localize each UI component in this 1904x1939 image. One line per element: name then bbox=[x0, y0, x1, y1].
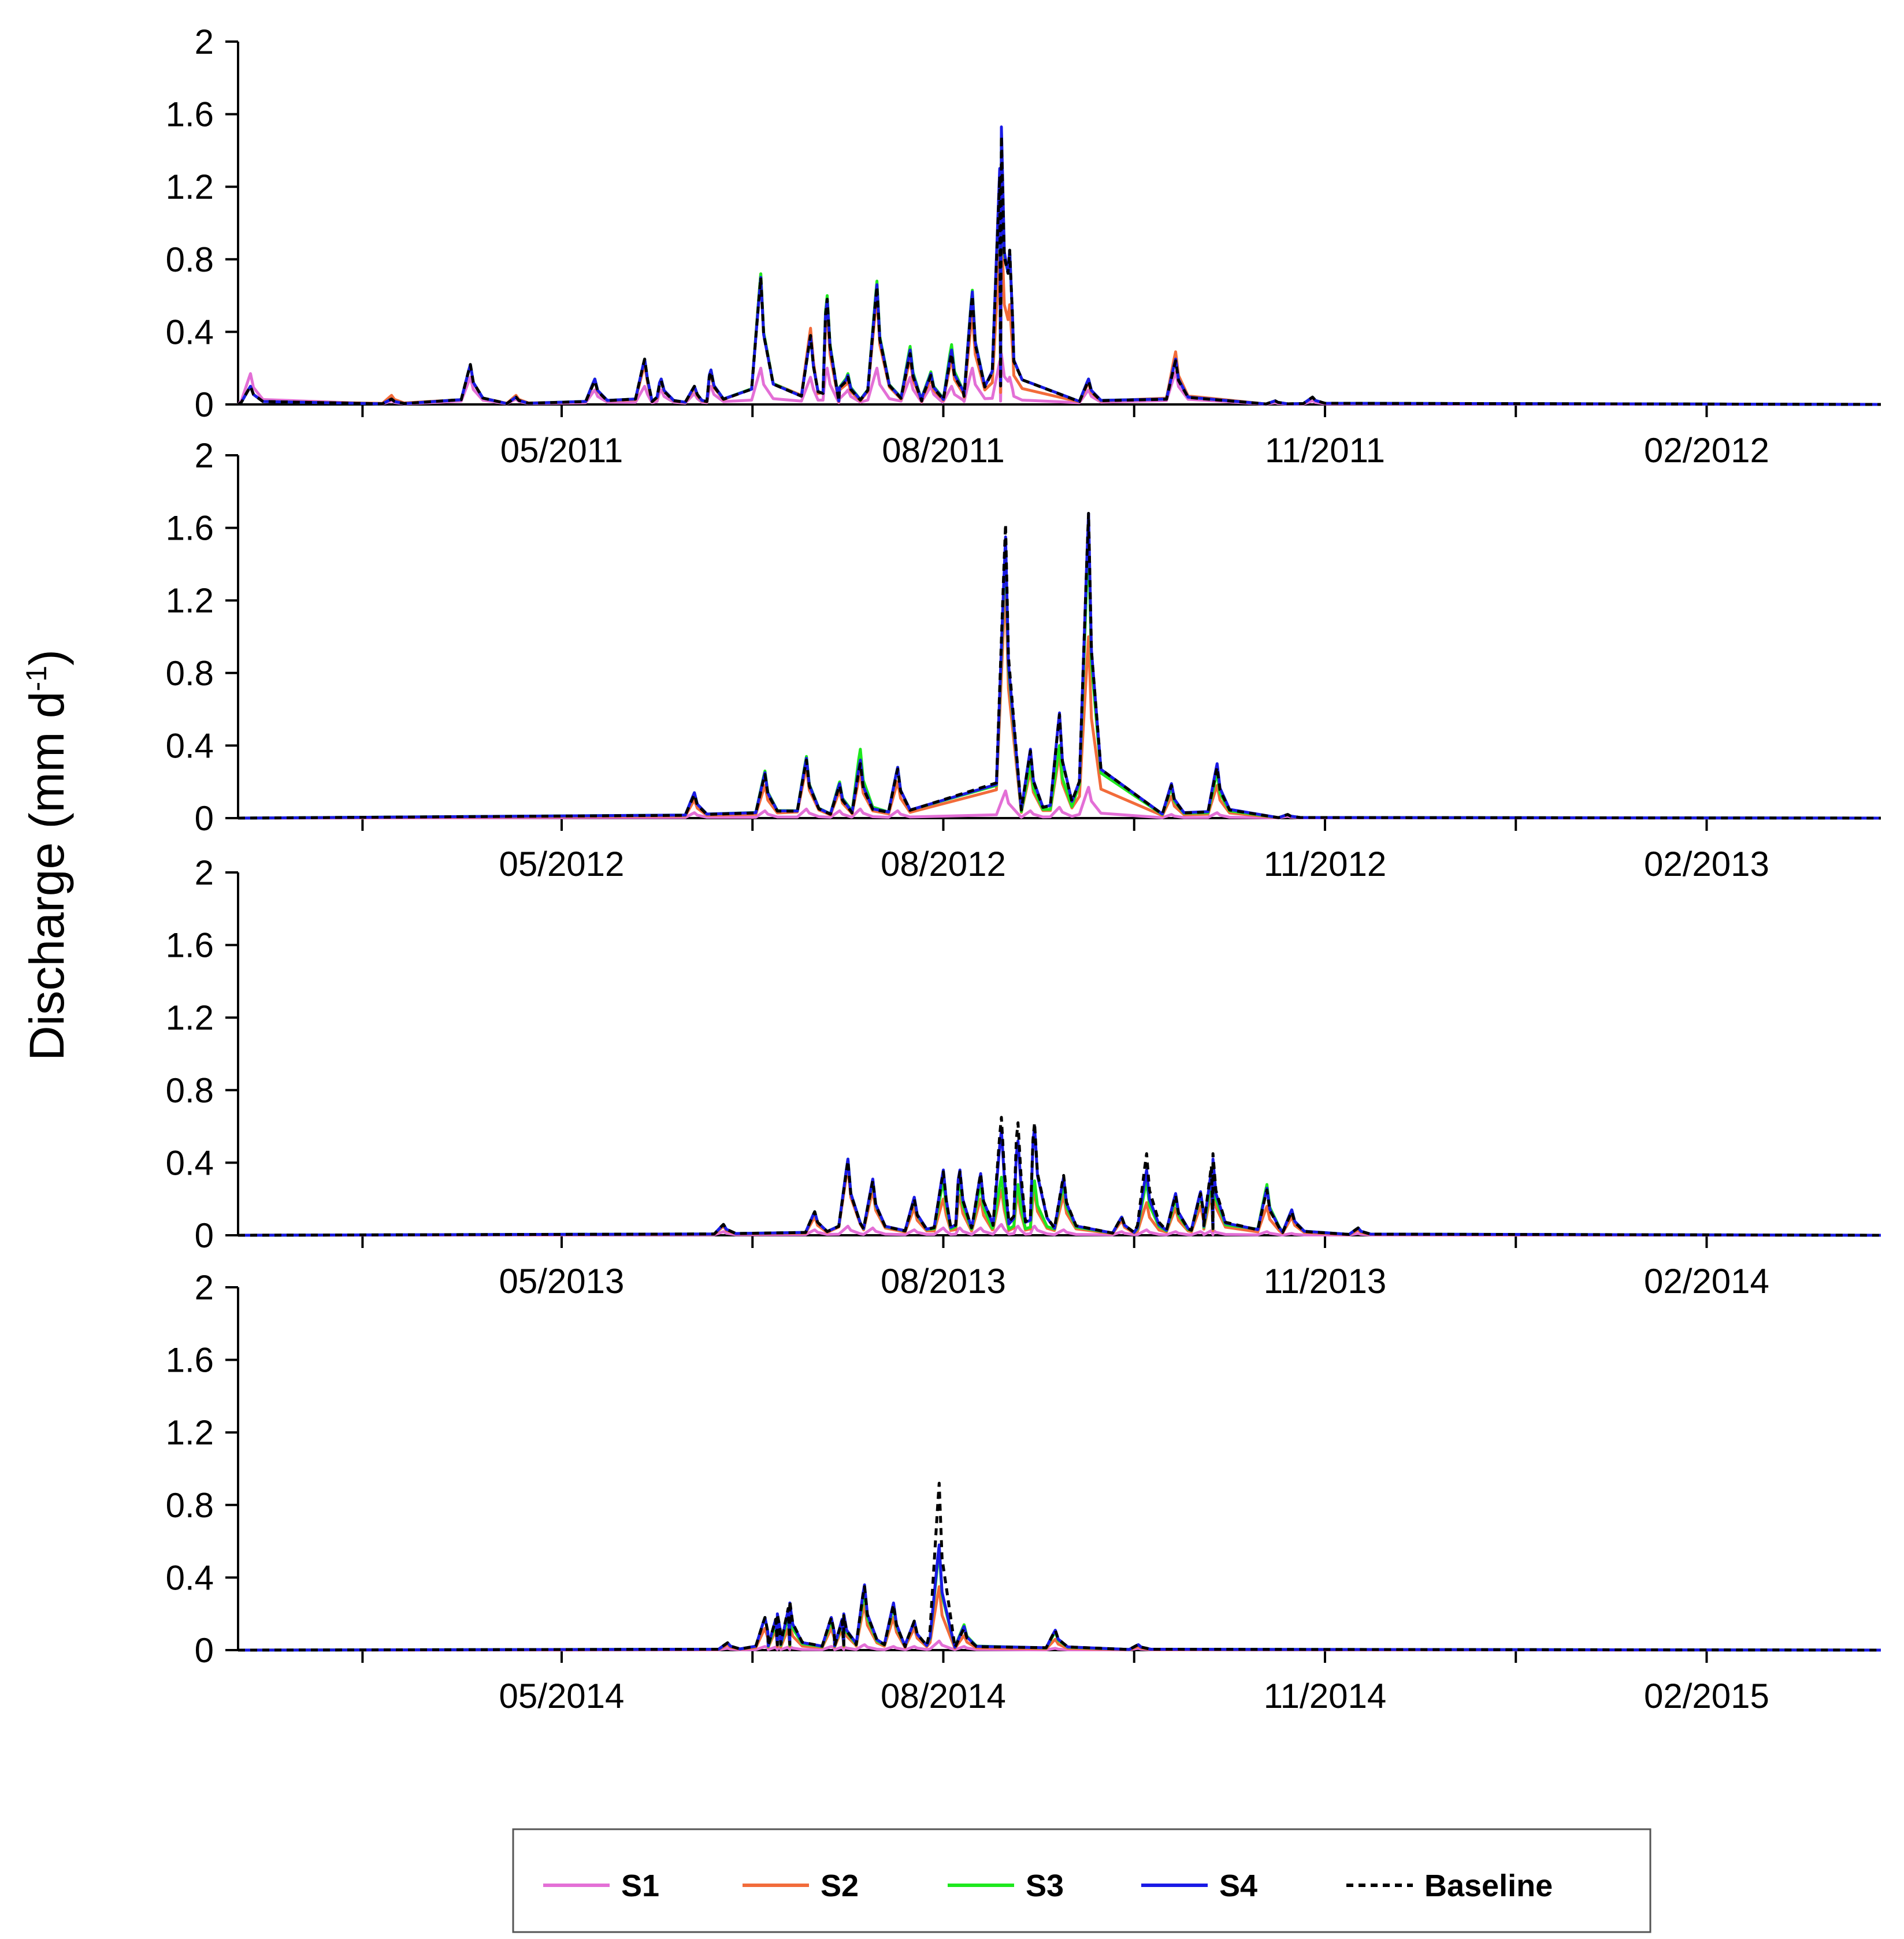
series-line-s1-2012 bbox=[237, 786, 1881, 820]
panel-2013: 0 0.4 0.8 1.2 1.6 2 05/2013 08/2013 11/2013 02/20… bbox=[166, 853, 1881, 1301]
x-tick-label: 02/2015 bbox=[1644, 1677, 1769, 1715]
x-tick-label: 11/2014 bbox=[1264, 1677, 1386, 1715]
y-tick-label: 1.2 bbox=[166, 1413, 214, 1452]
legend-label-s3: S3 bbox=[1026, 1869, 1064, 1903]
legend-box bbox=[512, 1828, 1651, 1933]
series-line-s3-2014 bbox=[237, 1548, 1881, 1652]
series-line-baseline-2012 bbox=[237, 512, 1881, 820]
y-tick-label: 1.2 bbox=[166, 998, 214, 1037]
x-tick-label: 02/2014 bbox=[1644, 1262, 1769, 1301]
series-line-s1-2013 bbox=[237, 1223, 1881, 1237]
x-tick-label: 05/2011 bbox=[500, 431, 623, 470]
y-tick-label: 0.8 bbox=[166, 240, 214, 279]
x-tick-label: 02/2013 bbox=[1644, 845, 1769, 883]
y-tick-label: 2 bbox=[195, 436, 214, 475]
series-line-s4-2014 bbox=[237, 1543, 1881, 1652]
y-tick-label: 1.6 bbox=[166, 95, 214, 134]
series-line-baseline-2014 bbox=[237, 1481, 1881, 1652]
y-tick-label: 0.4 bbox=[166, 1143, 214, 1182]
legend-label-s4: S4 bbox=[1219, 1869, 1257, 1903]
y-tick-label: 2 bbox=[195, 1268, 214, 1307]
series-line-s3-2012 bbox=[237, 535, 1881, 820]
x-tick-label: 08/2011 bbox=[882, 431, 1004, 470]
y-tick-label: 0 bbox=[195, 385, 214, 424]
x-tick-label: 08/2014 bbox=[881, 1677, 1006, 1715]
legend-label-s1: S1 bbox=[621, 1869, 659, 1903]
y-tick-label: 0.8 bbox=[166, 654, 214, 693]
series-line-s3-2011 bbox=[237, 131, 1881, 406]
y-tick-label: 0.4 bbox=[166, 726, 214, 765]
y-tick-label: 1.6 bbox=[166, 926, 214, 965]
x-tick-label: 02/2012 bbox=[1644, 431, 1769, 470]
series-line-baseline-2013 bbox=[237, 1116, 1881, 1237]
legend: S1 S2 S3 S4 Baseline bbox=[512, 1828, 1651, 1933]
y-tick-label: 1.2 bbox=[166, 581, 214, 620]
x-tick-label: 08/2013 bbox=[881, 1262, 1006, 1301]
y-tick-label: 0 bbox=[195, 1631, 214, 1670]
y-tick-label: 0.4 bbox=[166, 1558, 214, 1597]
x-tick-label: 11/2012 bbox=[1264, 845, 1386, 883]
series-line-s2-2011 bbox=[237, 221, 1881, 406]
y-tick-label: 1.6 bbox=[166, 509, 214, 548]
x-tick-label: 11/2013 bbox=[1264, 1262, 1386, 1301]
series-line-baseline-2011 bbox=[237, 134, 1881, 406]
y-tick-label: 0.8 bbox=[166, 1071, 214, 1110]
legend-label-s2: S2 bbox=[821, 1869, 859, 1903]
series-line-s1-2014 bbox=[237, 1639, 1881, 1652]
x-tick-label: 05/2014 bbox=[499, 1677, 625, 1715]
y-tick-label: 2 bbox=[195, 853, 214, 892]
y-tick-label: 0 bbox=[195, 799, 214, 838]
series-line-s4-2011 bbox=[237, 125, 1881, 406]
x-tick-label: 08/2012 bbox=[881, 845, 1006, 883]
y-tick-label: 1.2 bbox=[166, 168, 214, 206]
y-tick-label: 1.6 bbox=[166, 1341, 214, 1380]
y-axis-title: Discharge (mm d-1) bbox=[20, 649, 74, 1061]
series-line-s4-2012 bbox=[237, 512, 1881, 820]
panels-layer: 0 0.4 0.8 1.2 1.6 2 05/2011 08/2011 11/2011 02/20… bbox=[166, 23, 1881, 1715]
legend-label-baseline: Baseline bbox=[1424, 1869, 1553, 1903]
panel-2011: 0 0.4 0.8 1.2 1.6 2 05/2011 08/2011 11/2011 02/20… bbox=[166, 23, 1881, 470]
x-tick-label: 05/2012 bbox=[499, 845, 625, 883]
y-tick-label: 0.8 bbox=[166, 1486, 214, 1525]
series-line-s2-2012 bbox=[237, 581, 1881, 820]
y-tick-label: 0 bbox=[195, 1216, 214, 1255]
panel-2014: 0 0.4 0.8 1.2 1.6 2 05/2014 08/2014 11/2014 02/20… bbox=[166, 1268, 1881, 1715]
y-axis-title-close: ) bbox=[20, 649, 74, 666]
series-line-s4-2013 bbox=[237, 1125, 1881, 1237]
y-tick-label: 0.4 bbox=[166, 313, 214, 351]
y-axis-title-superscript: -1 bbox=[20, 666, 53, 691]
panel-2012: 0 0.4 0.8 1.2 1.6 2 05/2012 08/2012 11/2012 02/20… bbox=[166, 436, 1881, 883]
y-tick-label: 2 bbox=[195, 23, 214, 61]
y-axis-title-main: Discharge (mm d bbox=[20, 691, 74, 1060]
x-tick-label: 11/2011 bbox=[1265, 431, 1385, 470]
x-tick-label: 05/2013 bbox=[499, 1262, 625, 1301]
